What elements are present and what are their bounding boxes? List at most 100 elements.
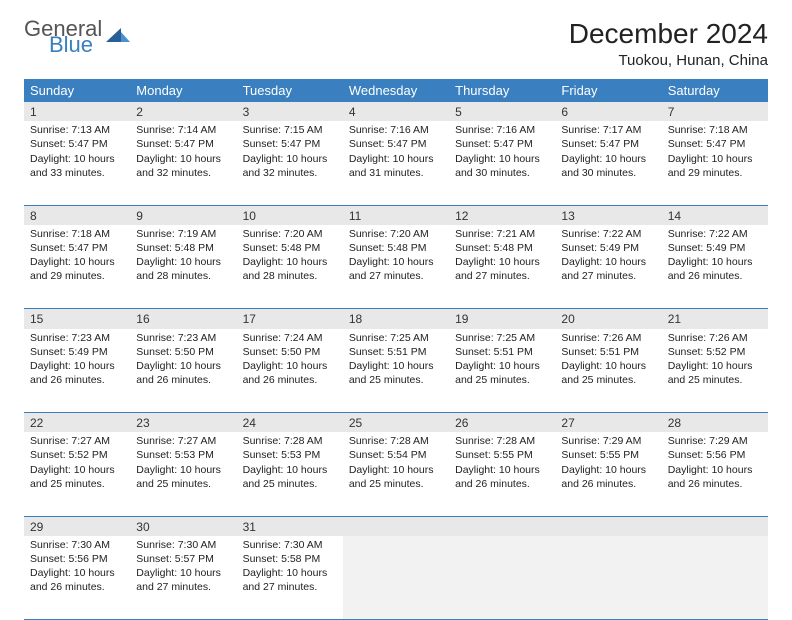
day-cell-body: Sunrise: 7:14 AMSunset: 5:47 PMDaylight:… (130, 121, 236, 184)
day-cell: Sunrise: 7:14 AMSunset: 5:47 PMDaylight:… (130, 121, 236, 205)
day-cell-body: Sunrise: 7:23 AMSunset: 5:49 PMDaylight:… (24, 329, 130, 392)
daylight-line: Daylight: 10 hours and 25 minutes. (136, 463, 230, 491)
day-cell-body: Sunrise: 7:18 AMSunset: 5:47 PMDaylight:… (662, 121, 768, 184)
logo-blue: Blue (49, 34, 102, 56)
daylight-line: Daylight: 10 hours and 26 minutes. (668, 463, 762, 491)
day-content-row: Sunrise: 7:18 AMSunset: 5:47 PM Daylight:… (24, 225, 768, 309)
day-cell: Sunrise: 7:27 AMSunset: 5:52 PMDaylight:… (24, 432, 130, 516)
day-cell-body: Sunrise: 7:19 AMSunset: 5:48 PMDaylight:… (130, 225, 236, 288)
day-cell-body: Sunrise: 7:16 AMSunset: 5:47 PMDaylight:… (449, 121, 555, 184)
sunrise-line: Sunrise: 7:13 AM (30, 123, 124, 137)
day-number: 4 (343, 102, 449, 121)
sunset-line: Sunset: 5:47 PM (561, 137, 655, 151)
sunrise-line: Sunrise: 7:20 AM (349, 227, 443, 241)
daylight-line: Daylight: 10 hours and 25 minutes. (243, 463, 337, 491)
daylight-line: Daylight: 10 hours and 27 minutes. (455, 255, 549, 283)
sunset-line: Sunset: 5:49 PM (668, 241, 762, 255)
sunset-line: Sunset: 5:47 PM (668, 137, 762, 151)
day-cell: Sunrise: 7:21 AMSunset: 5:48 PMDaylight:… (449, 225, 555, 309)
day-cell (555, 536, 661, 620)
day-number: 22 (24, 413, 130, 433)
sunset-line: Sunset: 5:47 PM (30, 137, 124, 151)
day-cell: Sunrise: 7:25 AMSunset: 5:51 PMDaylight:… (343, 329, 449, 413)
weekday-header: Thursday (449, 79, 555, 102)
sunset-line: Sunset: 5:48 PM (243, 241, 337, 255)
sunrise-line: Sunrise: 7:28 AM (349, 434, 443, 448)
day-cell-body: Sunrise: 7:20 AMSunset: 5:48 PMDaylight:… (237, 225, 343, 288)
sunset-line: Sunset: 5:57 PM (136, 552, 230, 566)
day-cell-body: Sunrise: 7:20 AMSunset: 5:48 PMDaylight:… (343, 225, 449, 288)
day-cell-body: Sunrise: 7:30 AMSunset: 5:57 PMDaylight:… (130, 536, 236, 599)
day-cell-body: Sunrise: 7:24 AMSunset: 5:50 PMDaylight:… (237, 329, 343, 392)
sunrise-line: Sunrise: 7:18 AM (30, 227, 124, 241)
calendar: Sunday Monday Tuesday Wednesday Thursday… (24, 79, 768, 620)
sunset-line: Sunset: 5:48 PM (136, 241, 230, 255)
day-cell-body: Sunrise: 7:30 AMSunset: 5:56 PMDaylight:… (24, 536, 130, 599)
day-number: 24 (237, 413, 343, 433)
daylight-line: Daylight: 10 hours and 26 minutes. (243, 359, 337, 387)
daylight-line: Daylight: 10 hours and 32 minutes. (136, 152, 230, 180)
day-number: 6 (555, 102, 661, 121)
day-number: 8 (24, 205, 130, 225)
sunset-line: Sunset: 5:55 PM (561, 448, 655, 462)
sunrise-line: Sunrise: 7:19 AM (136, 227, 230, 241)
sunset-line: Sunset: 5:48 PM (349, 241, 443, 255)
daylight-line: Daylight: 10 hours and 26 minutes. (30, 566, 124, 594)
day-number: 19 (449, 309, 555, 329)
day-cell: Sunrise: 7:20 AMSunset: 5:48 PMDaylight:… (237, 225, 343, 309)
day-content-row: Sunrise: 7:13 AMSunset: 5:47 PMDaylight:… (24, 121, 768, 205)
day-number: 28 (662, 413, 768, 433)
sunrise-line: Sunrise: 7:21 AM (455, 227, 549, 241)
sunset-line: Sunset: 5:47 PM (30, 241, 124, 255)
day-cell-body: Sunrise: 7:23 AMSunset: 5:50 PMDaylight:… (130, 329, 236, 392)
sunrise-line: Sunrise: 7:29 AM (561, 434, 655, 448)
sunset-line: Sunset: 5:51 PM (349, 345, 443, 359)
day-cell-body: Sunrise: 7:26 AMSunset: 5:52 PMDaylight:… (662, 329, 768, 392)
daylight-line: Daylight: 10 hours and 27 minutes. (243, 566, 337, 594)
sunset-line: Sunset: 5:58 PM (243, 552, 337, 566)
sunset-line: Sunset: 5:53 PM (136, 448, 230, 462)
day-cell (343, 536, 449, 620)
sunset-line: Sunset: 5:52 PM (668, 345, 762, 359)
day-number: 10 (237, 205, 343, 225)
day-cell-body: Sunrise: 7:25 AMSunset: 5:51 PMDaylight:… (343, 329, 449, 392)
sunrise-line: Sunrise: 7:22 AM (668, 227, 762, 241)
day-cell: Sunrise: 7:24 AMSunset: 5:50 PMDaylight:… (237, 329, 343, 413)
day-number: 20 (555, 309, 661, 329)
day-number-row: 22232425262728 (24, 413, 768, 433)
day-cell-body: Sunrise: 7:29 AMSunset: 5:55 PMDaylight:… (555, 432, 661, 495)
day-cell-body: Sunrise: 7:18 AMSunset: 5:47 PMDaylight:… (24, 225, 130, 288)
day-number: 3 (237, 102, 343, 121)
daylight-line: Daylight: 10 hours and 27 minutes. (561, 255, 655, 283)
day-cell-body: Sunrise: 7:25 AMSunset: 5:51 PMDaylight:… (449, 329, 555, 392)
day-cell: Sunrise: 7:19 AMSunset: 5:48 PMDaylight:… (130, 225, 236, 309)
day-number: 5 (449, 102, 555, 121)
day-number: 14 (662, 205, 768, 225)
day-cell: Sunrise: 7:29 AMSunset: 5:56 PMDaylight:… (662, 432, 768, 516)
sunrise-line: Sunrise: 7:14 AM (136, 123, 230, 137)
day-cell-body: Sunrise: 7:28 AMSunset: 5:55 PMDaylight:… (449, 432, 555, 495)
sunset-line: Sunset: 5:47 PM (349, 137, 443, 151)
day-cell: Sunrise: 7:22 AMSunset: 5:49 PMDaylight:… (662, 225, 768, 309)
day-number (343, 516, 449, 536)
sunrise-line: Sunrise: 7:25 AM (455, 331, 549, 345)
day-cell: Sunrise: 7:20 AMSunset: 5:48 PMDaylight:… (343, 225, 449, 309)
day-cell: Sunrise: 7:28 AMSunset: 5:53 PMDaylight:… (237, 432, 343, 516)
daylight-line: Daylight: 10 hours and 26 minutes. (668, 255, 762, 283)
day-cell: Sunrise: 7:28 AMSunset: 5:55 PMDaylight:… (449, 432, 555, 516)
sunrise-line: Sunrise: 7:29 AM (668, 434, 762, 448)
day-cell-body: Sunrise: 7:30 AMSunset: 5:58 PMDaylight:… (237, 536, 343, 599)
triangle-icon (106, 26, 130, 49)
weekday-header: Monday (130, 79, 236, 102)
day-number: 13 (555, 205, 661, 225)
day-number-row: 891011121314 (24, 205, 768, 225)
day-cell-body: Sunrise: 7:27 AMSunset: 5:53 PMDaylight:… (130, 432, 236, 495)
month-title: December 2024 (569, 18, 768, 50)
day-cell: Sunrise: 7:29 AMSunset: 5:55 PMDaylight:… (555, 432, 661, 516)
logo-text: General Blue (24, 18, 102, 56)
day-number (449, 516, 555, 536)
day-cell: Sunrise: 7:25 AMSunset: 5:51 PMDaylight:… (449, 329, 555, 413)
day-number-row: 1234567 (24, 102, 768, 121)
day-cell-body: Sunrise: 7:26 AMSunset: 5:51 PMDaylight:… (555, 329, 661, 392)
day-cell: Sunrise: 7:22 AMSunset: 5:49 PMDaylight:… (555, 225, 661, 309)
